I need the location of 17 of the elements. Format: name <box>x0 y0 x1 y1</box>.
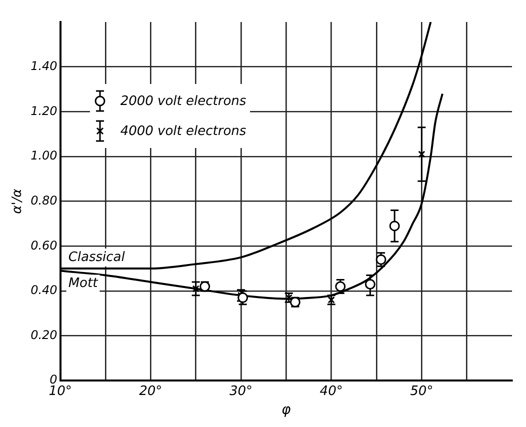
y-tick-label: 1.20 <box>30 104 58 118</box>
y-tick-label: 1.40 <box>30 58 58 73</box>
x-tick-label: 30° <box>229 384 253 399</box>
legend-label: 4000 volt electrons <box>120 124 246 138</box>
y-tick-label: 0.40 <box>30 283 58 298</box>
series-label: Mott <box>68 276 99 292</box>
x-tick-label: 20° <box>139 384 162 399</box>
y-tick-label: 0.20 <box>30 328 58 342</box>
legend-label: 2000 volt electrons <box>120 94 246 108</box>
y-tick-label: 0.60 <box>30 238 58 252</box>
y-tick-label: 0.80 <box>30 193 58 208</box>
y-axis-title: α'/α <box>10 188 26 214</box>
y-tick-label: 1.00 <box>30 148 58 163</box>
x-tick-label: 40° <box>320 384 343 399</box>
x-tick-label: 50° <box>410 384 434 399</box>
x-axis-title: φ <box>282 402 292 418</box>
series-label: Classical <box>68 250 126 265</box>
